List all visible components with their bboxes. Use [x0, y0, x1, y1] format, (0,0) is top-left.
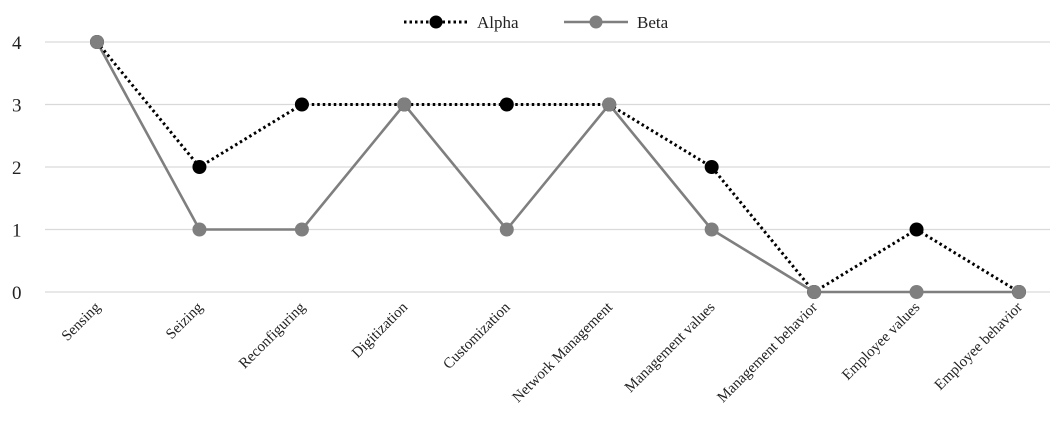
x-category-label: Seizing — [163, 299, 206, 342]
data-point-alpha — [909, 222, 924, 237]
data-point-alpha — [192, 160, 207, 174]
legend-label-beta: Beta — [637, 13, 669, 32]
x-axis-category-labels: Sensing Seizing Reconfiguring Digitization C… — [59, 299, 1026, 406]
x-category-label: Sensing — [59, 299, 104, 344]
x-category-label: Employee behavior — [932, 300, 1026, 394]
y-tick-label: 0 — [12, 283, 22, 304]
x-category-label: Customization — [440, 299, 514, 373]
legend-marker-alpha — [429, 15, 443, 29]
series-markers — [90, 35, 1026, 299]
legend-label-alpha: Alpha — [477, 13, 519, 32]
y-axis-tick-labels: 0 1 2 3 4 — [12, 33, 22, 304]
x-category-label: Employee values — [839, 299, 923, 383]
y-tick-label: 3 — [12, 96, 22, 117]
legend: Alpha Beta — [404, 13, 669, 32]
series-line-beta — [95, 41, 1019, 294]
data-point-beta — [294, 222, 309, 237]
data-point-beta — [602, 97, 617, 112]
x-category-label: Management values — [622, 299, 719, 396]
data-point-alpha — [704, 160, 719, 174]
legend-item-beta: Beta — [564, 13, 669, 32]
legend-marker-beta — [589, 15, 603, 29]
data-point-beta — [1012, 285, 1026, 299]
x-category-label: Management behavior — [714, 300, 820, 406]
data-point-beta — [704, 222, 719, 237]
data-point-beta — [397, 97, 412, 112]
x-category-label: Network Management — [510, 299, 617, 406]
data-point-beta — [499, 222, 514, 237]
data-point-beta — [90, 35, 104, 49]
series-line-alpha — [95, 41, 1020, 294]
legend-item-alpha: Alpha — [404, 13, 519, 32]
x-category-label: Reconfiguring — [236, 299, 309, 372]
data-point-alpha — [499, 97, 514, 112]
y-tick-label: 2 — [12, 158, 22, 179]
x-category-label: Digitization — [349, 299, 411, 361]
data-point-beta — [192, 222, 207, 237]
data-point-alpha — [294, 97, 309, 112]
y-tick-label: 1 — [12, 221, 22, 242]
data-point-beta — [909, 285, 924, 299]
series-lines — [95, 41, 1020, 294]
data-point-beta — [807, 285, 822, 299]
y-tick-label: 4 — [12, 33, 22, 54]
